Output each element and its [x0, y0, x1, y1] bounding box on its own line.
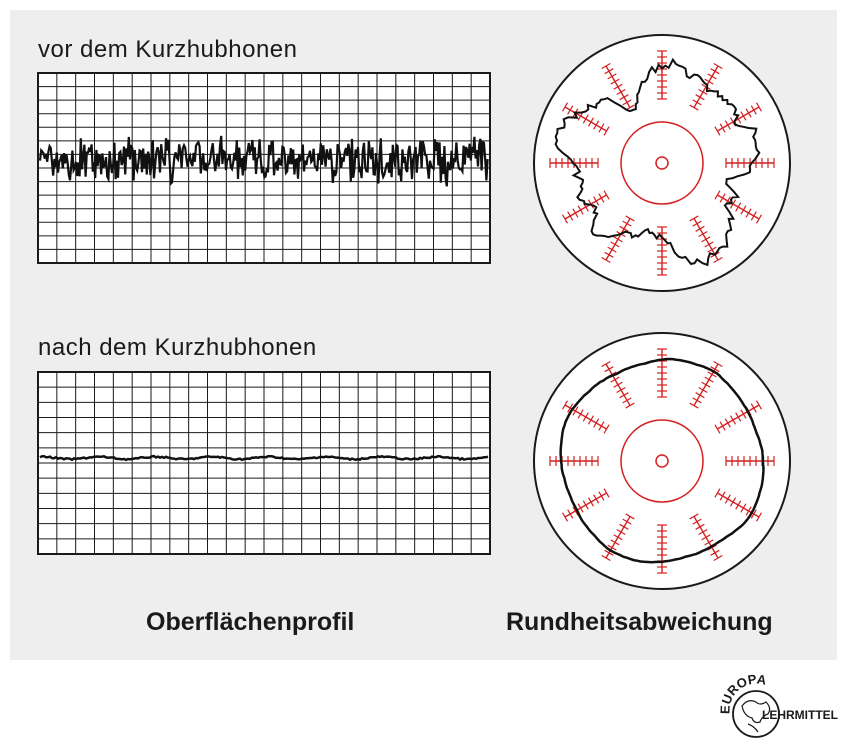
profile-chart-after — [37, 371, 491, 555]
roundness-trace-after — [559, 357, 765, 564]
caption-roundness: Rundheitsabweichung — [506, 608, 773, 636]
caption-profile: Oberflächenprofil — [146, 608, 355, 636]
logo-side-text: LEHRMITTEL — [762, 708, 838, 722]
profile-chart-before — [37, 72, 491, 264]
after-label: nach dem Kurzhubhonen — [38, 334, 317, 361]
profile-trace-after — [39, 454, 489, 462]
roundness-plot-before — [533, 34, 791, 292]
profile-trace-before — [38, 135, 489, 187]
roundness-trace-before — [554, 57, 761, 267]
roundness-plot-after — [533, 332, 791, 590]
europa-lehrmittel-logo: EUROPA LEHRMITTEL — [712, 670, 842, 746]
before-label: vor dem Kurzhubhonen — [38, 36, 298, 63]
